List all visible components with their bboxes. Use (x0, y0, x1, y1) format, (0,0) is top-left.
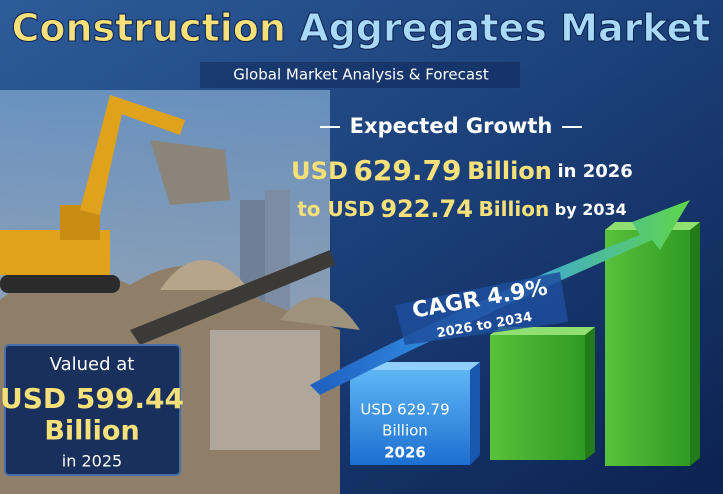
bar-label: USD 629.79 (360, 401, 449, 419)
subtitle: Global Market Analysis & Forecast (233, 66, 489, 84)
bar-label: 2026 (384, 444, 426, 462)
valued-amount: USD 599.44 (0, 382, 184, 415)
bar (490, 335, 585, 460)
bar-side (470, 362, 480, 465)
gravel-pile (280, 297, 360, 330)
valued-unit: Billion (44, 416, 139, 447)
subtitle-band (200, 62, 520, 88)
text: Billion (467, 157, 552, 185)
title: Construction Aggregates Market (11, 6, 710, 50)
growth-line: USD 629.79 Billion in 2026 (291, 154, 633, 187)
growth-heading: Expected Growth (350, 114, 553, 138)
text: by 2034 (555, 200, 627, 219)
bar (350, 370, 470, 465)
title-part: Aggregates Market (299, 6, 710, 50)
text: Billion (479, 197, 550, 221)
text: USD (291, 157, 348, 185)
bar-side (585, 327, 595, 460)
bar (605, 230, 690, 466)
gravel-pile (160, 260, 250, 290)
bar-label: Billion (382, 422, 428, 440)
value: 922.74 (380, 195, 473, 223)
excavator-arm (110, 95, 185, 135)
text: in 2026 (557, 161, 632, 182)
text: to USD (297, 197, 375, 221)
valued-box (4, 344, 181, 476)
value: 629.79 (353, 154, 461, 187)
excavator-bucket (150, 140, 230, 205)
valued-intro: Valued at (50, 354, 135, 375)
cagr-band (395, 272, 568, 345)
conveyor (130, 250, 335, 345)
growth-line: to USD 922.74 Billion by 2034 (297, 195, 627, 223)
valued-year: in 2025 (62, 452, 122, 471)
blocks (210, 330, 320, 450)
excavator-track (0, 275, 120, 293)
excavator-boom (80, 95, 125, 215)
title-part: Construction (11, 6, 286, 50)
bar-side (690, 222, 700, 466)
